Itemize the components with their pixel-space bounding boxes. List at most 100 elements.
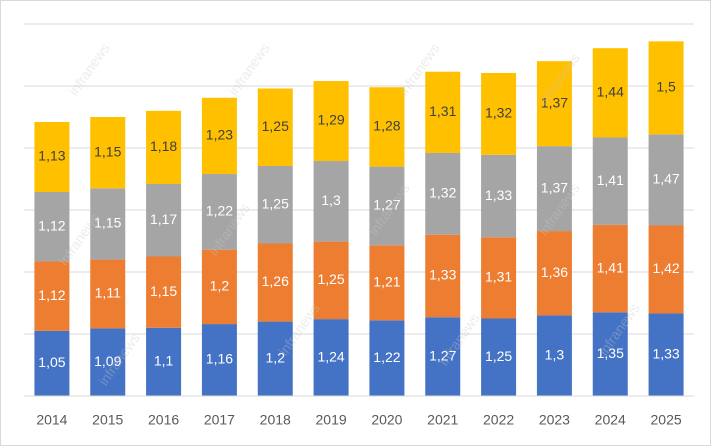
x-tick-label: 2020 bbox=[371, 412, 402, 428]
x-tick-label: 2022 bbox=[483, 412, 514, 428]
bar-segment bbox=[592, 224, 628, 313]
bar-segment bbox=[257, 88, 293, 166]
x-tick-label: 2021 bbox=[427, 412, 458, 428]
bar-segment bbox=[34, 261, 70, 331]
value-label: 1,22 bbox=[206, 203, 233, 219]
value-label: 1,25 bbox=[262, 195, 289, 211]
value-label: 1,5 bbox=[656, 79, 676, 95]
bar-segment bbox=[481, 154, 517, 238]
bar-segment bbox=[425, 317, 461, 396]
bar-segment bbox=[425, 152, 461, 235]
bar-segment bbox=[313, 241, 349, 320]
bar-segment bbox=[313, 161, 349, 242]
x-tick-label: 2019 bbox=[316, 412, 347, 428]
bar-segment bbox=[257, 165, 293, 244]
bar-segment bbox=[425, 234, 461, 318]
value-label: 1,27 bbox=[429, 347, 456, 363]
bar-segment bbox=[90, 117, 126, 189]
bar-segment bbox=[536, 146, 572, 232]
value-label: 1,2 bbox=[210, 278, 230, 294]
value-label: 1,28 bbox=[373, 118, 400, 134]
x-tick-label: 2025 bbox=[651, 412, 682, 428]
value-label: 1,11 bbox=[95, 285, 121, 301]
bar-segment bbox=[313, 319, 349, 396]
value-label: 1,25 bbox=[485, 348, 512, 364]
value-label: 1,12 bbox=[38, 217, 65, 233]
bar-segment bbox=[34, 121, 70, 193]
value-label: 1,3 bbox=[545, 346, 565, 362]
value-label: 1,09 bbox=[94, 353, 121, 369]
value-label: 1,36 bbox=[541, 264, 568, 280]
bar-segment bbox=[313, 81, 349, 162]
value-label: 1,22 bbox=[373, 349, 400, 365]
bar-segment bbox=[34, 330, 70, 396]
value-label: 1,18 bbox=[150, 138, 177, 154]
value-label: 1,31 bbox=[429, 103, 456, 119]
value-label: 1,29 bbox=[317, 112, 344, 128]
x-tick-label: 2018 bbox=[260, 412, 291, 428]
bar-segment bbox=[592, 312, 628, 396]
bar-segment bbox=[592, 137, 628, 225]
value-label: 1,27 bbox=[373, 197, 400, 213]
value-label: 1,41 bbox=[597, 259, 624, 275]
bar-segment bbox=[146, 256, 182, 328]
value-label: 1,42 bbox=[652, 260, 679, 276]
value-label: 1,15 bbox=[150, 283, 177, 299]
x-tick-label: 2023 bbox=[539, 412, 570, 428]
x-tick-label: 2014 bbox=[36, 412, 67, 428]
bar-segment bbox=[369, 320, 405, 396]
bar-segment bbox=[201, 174, 237, 250]
bar-segment bbox=[34, 192, 70, 262]
value-label: 1,15 bbox=[94, 143, 121, 159]
value-label: 1,35 bbox=[597, 345, 624, 361]
bar-segment bbox=[536, 61, 572, 147]
bar-segment bbox=[592, 48, 628, 138]
bar-segment bbox=[90, 328, 126, 396]
value-label: 1,25 bbox=[262, 118, 289, 134]
value-label: 1,24 bbox=[317, 348, 344, 364]
value-label: 1,1 bbox=[154, 353, 174, 369]
value-label: 1,23 bbox=[206, 127, 233, 143]
bar-segment bbox=[481, 318, 517, 396]
value-label: 1,37 bbox=[541, 94, 568, 110]
value-label: 1,33 bbox=[652, 345, 679, 361]
bar-segment bbox=[369, 87, 405, 167]
bar-segment bbox=[90, 188, 126, 260]
value-label: 1,13 bbox=[38, 148, 65, 164]
x-tick-label: 2015 bbox=[92, 412, 123, 428]
value-label: 1,33 bbox=[485, 187, 512, 203]
bar-segment bbox=[146, 327, 182, 396]
x-tick-label: 2016 bbox=[148, 412, 179, 428]
bar-segment bbox=[481, 237, 517, 319]
value-label: 1,25 bbox=[317, 271, 344, 287]
value-label: 1,32 bbox=[485, 105, 512, 121]
bar-segment bbox=[146, 110, 182, 184]
bar-segment bbox=[648, 134, 684, 226]
bar-segment bbox=[648, 41, 684, 135]
value-label: 1,41 bbox=[597, 172, 624, 188]
value-label: 1,44 bbox=[597, 84, 624, 100]
bar-segment bbox=[536, 315, 572, 396]
value-label: 1,26 bbox=[262, 273, 289, 289]
value-label: 1,17 bbox=[150, 211, 177, 227]
value-label: 1,31 bbox=[485, 269, 512, 285]
x-tick-label: 2024 bbox=[595, 412, 626, 428]
bar-segment bbox=[536, 231, 572, 316]
value-label: 1,21 bbox=[373, 274, 400, 290]
value-label: 1,16 bbox=[206, 351, 233, 367]
value-label: 1,37 bbox=[541, 179, 568, 195]
bar-segment bbox=[90, 259, 126, 329]
value-label: 1,2 bbox=[266, 350, 286, 366]
value-label: 1,47 bbox=[652, 171, 679, 187]
bar-segment bbox=[201, 324, 237, 396]
bar-segment bbox=[648, 225, 684, 314]
bar-segment bbox=[201, 249, 237, 325]
value-label: 1,33 bbox=[429, 267, 456, 283]
value-label: 1,32 bbox=[429, 185, 456, 201]
bar-segment bbox=[146, 183, 182, 257]
value-label: 1,3 bbox=[321, 192, 341, 208]
bar-segment bbox=[481, 72, 517, 155]
bar-segment bbox=[425, 71, 461, 153]
bar-segment bbox=[257, 243, 293, 322]
